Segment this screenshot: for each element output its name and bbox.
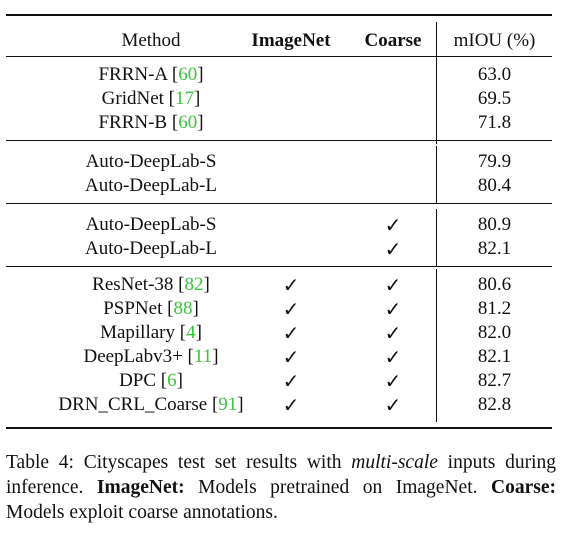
column-separator bbox=[436, 209, 437, 266]
citation-link[interactable]: 17 bbox=[175, 88, 194, 109]
citation-bracket: ] bbox=[192, 298, 199, 319]
method-name: Mapillary [ bbox=[100, 322, 187, 343]
citation-bracket: ] bbox=[195, 322, 202, 343]
method-cell: DRN_CRL_Coarse [91] bbox=[6, 393, 296, 417]
method-name: Auto-DeepLab-L bbox=[85, 175, 217, 196]
method-name: Auto-DeepLab-S bbox=[85, 214, 217, 235]
coarse-check: ✓ bbox=[384, 321, 402, 345]
method-cell: GridNet [17] bbox=[6, 87, 296, 111]
caption-imagenet-term: ImageNet: bbox=[96, 477, 185, 498]
bottom-rule bbox=[6, 427, 552, 429]
header-coarse: Coarse bbox=[364, 30, 422, 51]
miou-value: 81.2 bbox=[477, 298, 512, 319]
method-cell: DPC [6] bbox=[6, 369, 296, 393]
header-rule bbox=[6, 56, 552, 57]
group-rule bbox=[6, 140, 552, 141]
miou-value: 79.9 bbox=[477, 151, 512, 172]
method-name: PSPNet [ bbox=[103, 298, 174, 319]
citation-bracket: ] bbox=[176, 370, 183, 391]
method-cell: FRRN-B [60] bbox=[6, 111, 296, 135]
imagenet-check: ✓ bbox=[282, 393, 300, 417]
citation-link[interactable]: 4 bbox=[186, 322, 196, 343]
imagenet-check: ✓ bbox=[282, 273, 300, 297]
caption-text-1: Cityscapes test set results with bbox=[73, 452, 352, 473]
citation-link[interactable]: 88 bbox=[173, 298, 193, 319]
method-name: Auto-DeepLab-S bbox=[85, 151, 217, 172]
imagenet-check: ✓ bbox=[282, 369, 300, 393]
miou-value: 80.6 bbox=[477, 274, 512, 295]
caption-emphasis: multi-scale bbox=[351, 452, 438, 473]
header-imagenet: ImageNet bbox=[251, 30, 331, 51]
coarse-check: ✓ bbox=[384, 237, 402, 261]
column-separator bbox=[436, 269, 437, 422]
citation-link[interactable]: 6 bbox=[167, 370, 177, 391]
method-name: FRRN-B [ bbox=[98, 112, 179, 133]
miou-value: 82.0 bbox=[477, 322, 512, 343]
method-cell: Auto-DeepLab-L bbox=[6, 174, 296, 198]
method-cell: Auto-DeepLab-S bbox=[6, 213, 296, 237]
citation-link[interactable]: 60 bbox=[178, 112, 198, 133]
coarse-check: ✓ bbox=[384, 297, 402, 321]
coarse-check: ✓ bbox=[384, 369, 402, 393]
method-name: DeepLabv3+ [ bbox=[83, 346, 194, 367]
coarse-check: ✓ bbox=[384, 213, 402, 237]
citation-bracket: ] bbox=[194, 88, 201, 109]
header-miou: mIOU (%) bbox=[453, 30, 536, 51]
caption-coarse-term: Coarse: bbox=[491, 477, 556, 498]
citation-bracket: ] bbox=[197, 64, 204, 85]
method-name: FRRN-A [ bbox=[98, 64, 179, 85]
caption-label: Table 4: bbox=[6, 452, 74, 473]
miou-value: 82.1 bbox=[477, 238, 512, 259]
imagenet-check: ✓ bbox=[282, 321, 300, 345]
method-cell: ResNet-38 [82] bbox=[6, 273, 296, 297]
citation-link[interactable]: 60 bbox=[178, 64, 198, 85]
method-cell: Auto-DeepLab-S bbox=[6, 150, 296, 174]
caption-text-3: Models pretrained on ImageNet. bbox=[184, 477, 492, 498]
miou-value: 82.8 bbox=[477, 394, 512, 415]
method-name: DRN_CRL_Coarse [ bbox=[58, 394, 219, 415]
method-cell: DeepLabv3+ [11] bbox=[6, 345, 296, 369]
method-name: Auto-DeepLab-L bbox=[85, 238, 217, 259]
top-rule bbox=[6, 14, 552, 16]
method-name: DPC [ bbox=[119, 370, 168, 391]
miou-value: 69.5 bbox=[477, 88, 512, 109]
miou-value: 80.4 bbox=[477, 175, 512, 196]
method-cell: PSPNet [88] bbox=[6, 297, 296, 321]
method-name: GridNet [ bbox=[101, 88, 175, 109]
citation-link[interactable]: 11 bbox=[193, 346, 213, 367]
miou-value: 63.0 bbox=[477, 64, 512, 85]
citation-bracket: ] bbox=[203, 274, 210, 295]
table-caption: Table 4: Cityscapes test set results wit… bbox=[6, 450, 556, 525]
imagenet-check: ✓ bbox=[282, 345, 300, 369]
header-method: Method bbox=[121, 30, 181, 51]
coarse-check: ✓ bbox=[384, 273, 402, 297]
citation-bracket: ] bbox=[237, 394, 244, 415]
group-rule bbox=[6, 203, 552, 204]
citation-link[interactable]: 82 bbox=[184, 274, 204, 295]
citation-bracket: ] bbox=[212, 346, 219, 367]
method-cell: Mapillary [4] bbox=[6, 321, 296, 345]
coarse-check: ✓ bbox=[384, 345, 402, 369]
miou-value: 82.1 bbox=[477, 346, 512, 367]
imagenet-check: ✓ bbox=[282, 297, 300, 321]
group-rule bbox=[6, 266, 552, 267]
column-separator bbox=[436, 146, 437, 203]
citation-bracket: ] bbox=[197, 112, 204, 133]
method-name: ResNet-38 [ bbox=[92, 274, 185, 295]
miou-value: 82.7 bbox=[477, 370, 512, 391]
method-cell: Auto-DeepLab-L bbox=[6, 237, 296, 261]
caption-text-4: Models exploit coarse annotations. bbox=[6, 502, 278, 523]
coarse-check: ✓ bbox=[384, 393, 402, 417]
miou-value: 80.9 bbox=[477, 214, 512, 235]
citation-link[interactable]: 91 bbox=[218, 394, 238, 415]
miou-value: 71.8 bbox=[477, 112, 512, 133]
column-separator bbox=[436, 22, 437, 144]
method-cell: FRRN-A [60] bbox=[6, 63, 296, 87]
caption-text-2: inputs during inference. bbox=[6, 452, 556, 498]
